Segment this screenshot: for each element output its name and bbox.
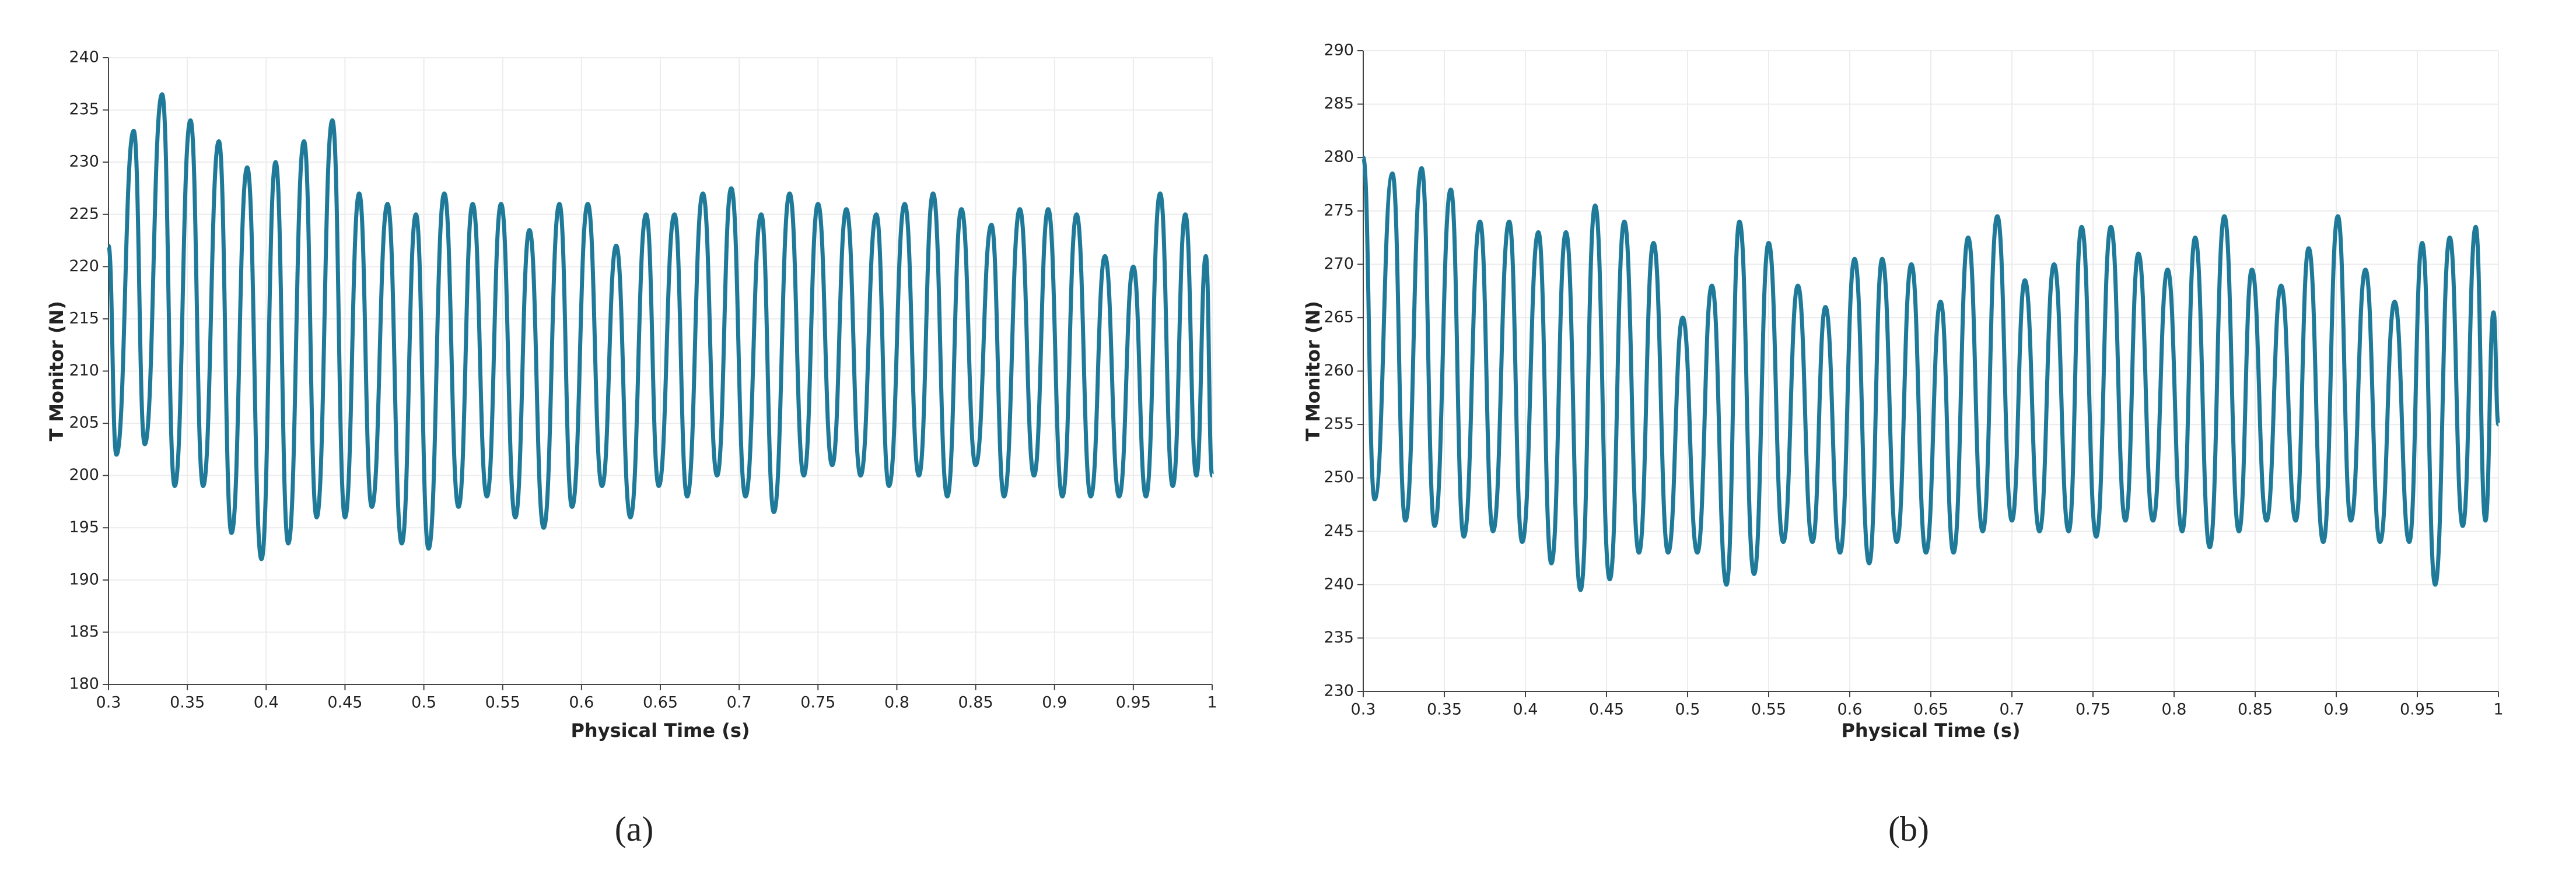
x-tick-label: 0.55 xyxy=(1751,701,1786,719)
y-tick-label: 265 xyxy=(1324,308,1354,326)
x-tick-label: 0.85 xyxy=(958,694,993,712)
y-tick-label: 195 xyxy=(69,518,99,536)
x-tick-label: 0.8 xyxy=(884,694,909,712)
y-tick-label: 240 xyxy=(1324,575,1354,593)
x-tick-label: 0.5 xyxy=(1675,701,1700,719)
y-tick-label: 260 xyxy=(1324,361,1354,380)
x-tick-label: 0.9 xyxy=(2324,701,2349,719)
y-tick-label: 225 xyxy=(69,205,99,223)
y-tick-label: 205 xyxy=(69,414,99,432)
y-tick-label: 255 xyxy=(1324,415,1354,433)
x-axis-label: Physical Time (s) xyxy=(1841,719,2020,742)
x-tick-label: 0.6 xyxy=(1838,701,1863,719)
caption: (a) xyxy=(615,810,654,848)
x-tick-label: 1 xyxy=(2493,701,2503,719)
y-tick-label: 270 xyxy=(1324,255,1354,273)
y-tick-label: 245 xyxy=(1324,522,1354,540)
x-tick-label: 0.3 xyxy=(96,694,121,712)
y-tick-label: 230 xyxy=(1324,682,1354,700)
x-tick-label: 1 xyxy=(1207,694,1217,712)
x-tick-label: 0.35 xyxy=(1427,701,1462,719)
data-line xyxy=(106,92,1214,561)
y-tick-label: 285 xyxy=(1324,94,1354,113)
y-tick-label: 190 xyxy=(69,570,99,588)
x-tick-label: 0.7 xyxy=(727,694,752,712)
y-tick-label: 200 xyxy=(69,466,99,484)
y-tick-label: 240 xyxy=(69,48,99,66)
y-tick-label: 185 xyxy=(69,623,99,641)
x-tick-label: 0.9 xyxy=(1042,694,1067,712)
y-tick-label: 290 xyxy=(1324,41,1354,59)
x-tick-label: 0.75 xyxy=(2076,701,2110,719)
x-tick-label: 0.45 xyxy=(327,694,362,712)
x-tick-label: 0.65 xyxy=(643,694,678,712)
y-tick-label: 250 xyxy=(1324,468,1354,486)
x-tick-label: 0.45 xyxy=(1589,701,1624,719)
x-tick-label: 0.6 xyxy=(569,694,594,712)
y-axis-label: T Monitor (N) xyxy=(46,301,68,441)
x-tick-label: 0.55 xyxy=(485,694,520,712)
y-tick-label: 235 xyxy=(69,100,99,118)
x-tick-label: 0.95 xyxy=(2400,701,2435,719)
x-tick-label: 0.5 xyxy=(411,694,436,712)
y-tick-label: 275 xyxy=(1324,201,1354,219)
y-tick-label: 280 xyxy=(1324,148,1354,166)
x-tick-label: 0.8 xyxy=(2162,701,2187,719)
y-tick-label: 210 xyxy=(69,361,99,380)
y-tick-label: 235 xyxy=(1324,628,1354,647)
caption: (b) xyxy=(1888,810,1929,848)
y-tick-label: 220 xyxy=(69,257,99,275)
y-tick-label: 215 xyxy=(69,309,99,327)
x-tick-label: 0.65 xyxy=(1913,701,1948,719)
y-tick-label: 230 xyxy=(69,153,99,171)
x-tick-label: 0.85 xyxy=(2238,701,2273,719)
y-axis-label: T Monitor (N) xyxy=(1302,301,1324,441)
y-tick-label: 180 xyxy=(69,675,99,693)
x-tick-label: 0.35 xyxy=(170,694,205,712)
x-tick-label: 0.4 xyxy=(254,694,279,712)
x-tick-label: 0.7 xyxy=(2000,701,2025,719)
x-tick-label: 0.95 xyxy=(1116,694,1151,712)
x-tick-label: 0.3 xyxy=(1351,701,1376,719)
x-tick-label: 0.75 xyxy=(800,694,835,712)
x-tick-label: 0.4 xyxy=(1513,701,1538,719)
x-axis-label: Physical Time (s) xyxy=(570,719,750,742)
data-line xyxy=(1361,155,2501,592)
